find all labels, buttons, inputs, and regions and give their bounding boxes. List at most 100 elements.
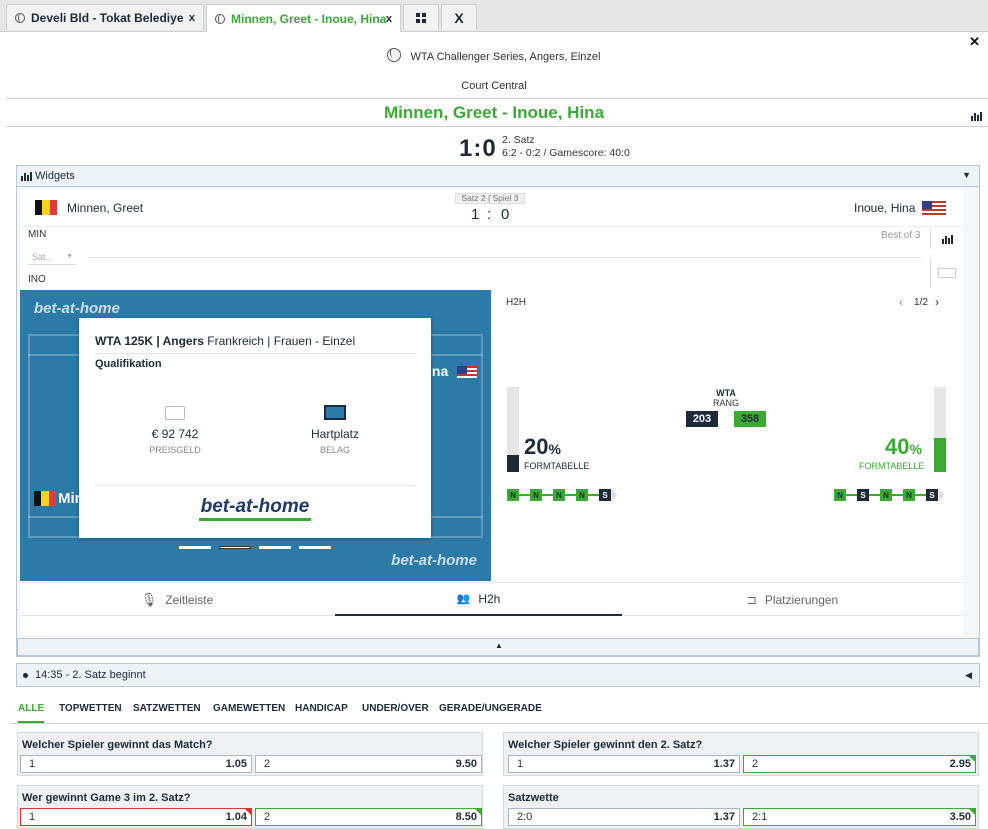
away-player-partial: ina bbox=[428, 363, 449, 379]
form-connector bbox=[892, 494, 903, 496]
form-connector bbox=[588, 494, 599, 496]
filter-under-over[interactable]: UNDER/OVER bbox=[362, 703, 429, 714]
widgets-toggle[interactable]: Widgets ▼ bbox=[16, 165, 980, 187]
timeline-track bbox=[88, 257, 921, 258]
odds-down-indicator bbox=[245, 809, 251, 815]
form-result: N bbox=[903, 489, 915, 501]
bracket-icon: ⊐ bbox=[746, 592, 757, 607]
grid-view-button[interactable] bbox=[403, 4, 439, 30]
tab-develi-tokat[interactable]: Develi Bld - Tokat Belediye x bbox=[6, 4, 204, 30]
odd-button[interactable]: 1 1.05 bbox=[20, 755, 252, 773]
tennis-ball-icon bbox=[387, 48, 402, 62]
market-game3-winner: Wer gewinnt Game 3 im 2. Satz? 1 1.04 2 8.… bbox=[17, 785, 483, 829]
tournament-info-popup: WTA 125K | Angers Frankreich | Frauen - … bbox=[79, 318, 431, 538]
close-icon[interactable]: ✕ bbox=[969, 34, 980, 49]
stats-icon[interactable] bbox=[971, 112, 982, 121]
chevron-down-icon: ▼ bbox=[962, 170, 971, 180]
odds-up-indicator bbox=[475, 809, 481, 815]
tab-label: Zeitleiste bbox=[165, 592, 214, 607]
best-of-label: Best of 3 bbox=[881, 230, 921, 241]
scoreboard-separator: : bbox=[487, 206, 492, 223]
prize-value: € 92 742 bbox=[151, 427, 199, 441]
market-question: Satzwette bbox=[508, 792, 559, 804]
chevron-up-icon: ▲ bbox=[495, 641, 503, 650]
carousel-dot[interactable] bbox=[219, 546, 251, 549]
home-player-name: Minnen, Greet bbox=[67, 201, 144, 215]
sponsor-logo-bottom: bet-at-home bbox=[391, 552, 477, 569]
filter-gamewetten[interactable]: GAMEWETTEN bbox=[213, 703, 286, 714]
tab-zeitleiste[interactable]: 🎙 Zeitleiste bbox=[20, 583, 334, 616]
tab-minnen-inoue[interactable]: Minnen, Greet - Inoue, Hina x bbox=[206, 4, 401, 32]
chevron-left-icon[interactable]: ‹ bbox=[899, 295, 903, 309]
chevron-down-icon: ▼ bbox=[66, 253, 73, 260]
odd-button[interactable]: 2 8.50 bbox=[255, 808, 482, 826]
away-rank-badge: 358 bbox=[734, 411, 766, 427]
stats-view-button[interactable] bbox=[930, 229, 963, 249]
match-title: Minnen, Greet - Inoue, Hina bbox=[383, 103, 605, 122]
form-connector bbox=[915, 494, 926, 496]
divider bbox=[20, 226, 963, 227]
set-label: 2. Satz bbox=[502, 134, 535, 146]
odd-button[interactable]: 1 1.04 bbox=[20, 808, 252, 826]
tab-platzierungen[interactable]: ⊐ Platzierungen bbox=[622, 583, 963, 616]
form-result: N bbox=[553, 489, 565, 501]
competition-header: WTA Challenger Series, Angers, Einzel bbox=[0, 48, 988, 63]
form-connector bbox=[565, 494, 576, 496]
h2h-page-indicator: 1/2 bbox=[914, 297, 928, 308]
court-view-button[interactable] bbox=[930, 258, 963, 288]
h2h-title: H2H bbox=[506, 297, 527, 308]
odd-button[interactable]: 2 2.95 bbox=[743, 755, 976, 773]
market-filters: ALLE TOPWETTEN SATZWETTEN GAMEWETTEN HAN… bbox=[10, 700, 988, 724]
filter-topwetten[interactable]: TOPWETTEN bbox=[59, 703, 122, 714]
form-result: N bbox=[576, 489, 588, 501]
form-connector bbox=[846, 494, 857, 496]
tab-h2h[interactable]: 👥 H2h bbox=[335, 583, 622, 616]
collapse-widgets-button[interactable]: ▲ bbox=[17, 638, 979, 656]
away-form-fill bbox=[934, 438, 946, 472]
odd-button[interactable]: 2:1 3.50 bbox=[743, 808, 976, 826]
rank-title: WTA bbox=[716, 388, 736, 398]
carousel-dot[interactable] bbox=[259, 546, 291, 549]
odd-button[interactable]: 2 9.50 bbox=[255, 755, 482, 773]
tennis-ball-icon bbox=[15, 12, 25, 23]
form-connector bbox=[869, 494, 880, 496]
form-connector bbox=[519, 494, 530, 496]
stage-label: Qualifikation bbox=[95, 358, 162, 370]
home-form-percent: 20% bbox=[524, 434, 561, 459]
close-tab-icon[interactable]: x bbox=[188, 11, 195, 24]
close-tab-icon[interactable]: x bbox=[385, 12, 392, 25]
sponsor-logo-top: bet-at-home bbox=[34, 300, 120, 317]
divider bbox=[95, 485, 415, 486]
form-result: S bbox=[857, 489, 869, 501]
odd-button[interactable]: 1 1.37 bbox=[508, 755, 740, 773]
filter-alle[interactable]: ALLE bbox=[18, 703, 45, 723]
filter-satzwetten[interactable]: SATZWETTEN bbox=[133, 703, 201, 714]
event-bar[interactable]: 14:35 - 2. Satz beginnt ◀ bbox=[16, 663, 980, 687]
league-category: Frankreich | Frauen - Einzel bbox=[203, 334, 356, 348]
carousel-dot[interactable] bbox=[179, 546, 211, 549]
home-form-label: FORMTABELLE bbox=[524, 461, 590, 471]
chevron-right-icon[interactable]: › bbox=[935, 295, 939, 309]
carousel-dot[interactable] bbox=[299, 546, 331, 549]
form-result: S bbox=[599, 489, 611, 501]
stats-icon bbox=[941, 234, 953, 244]
form-arrow-icon bbox=[939, 489, 944, 501]
usa-flag-icon bbox=[922, 201, 946, 215]
market-question: Welcher Spieler gewinnt den 2. Satz? bbox=[508, 739, 703, 751]
close-all-button[interactable]: X bbox=[441, 4, 477, 30]
set-select[interactable]: Sat... ▼ bbox=[28, 250, 76, 265]
form-result: S bbox=[926, 489, 938, 501]
money-icon bbox=[165, 406, 185, 420]
home-form-bar bbox=[507, 387, 519, 472]
court-surface-icon bbox=[324, 405, 346, 420]
event-dot-icon bbox=[23, 672, 28, 678]
tab-strip: Develi Bld - Tokat Belediye x Minnen, Gr… bbox=[0, 0, 988, 32]
away-form-bar bbox=[934, 387, 946, 472]
microphone-icon: 🎙 bbox=[140, 591, 158, 607]
market-set-betting: Satzwette 2:0 1.37 2:1 3.50 bbox=[503, 785, 979, 829]
filter-handicap[interactable]: HANDICAP bbox=[295, 703, 348, 714]
odd-button[interactable]: 2:0 1.37 bbox=[508, 808, 740, 826]
sponsor-logo: bet-at-home bbox=[199, 496, 311, 521]
filter-gerade-ungerade[interactable]: GERADE/UNGERADE bbox=[439, 703, 542, 714]
